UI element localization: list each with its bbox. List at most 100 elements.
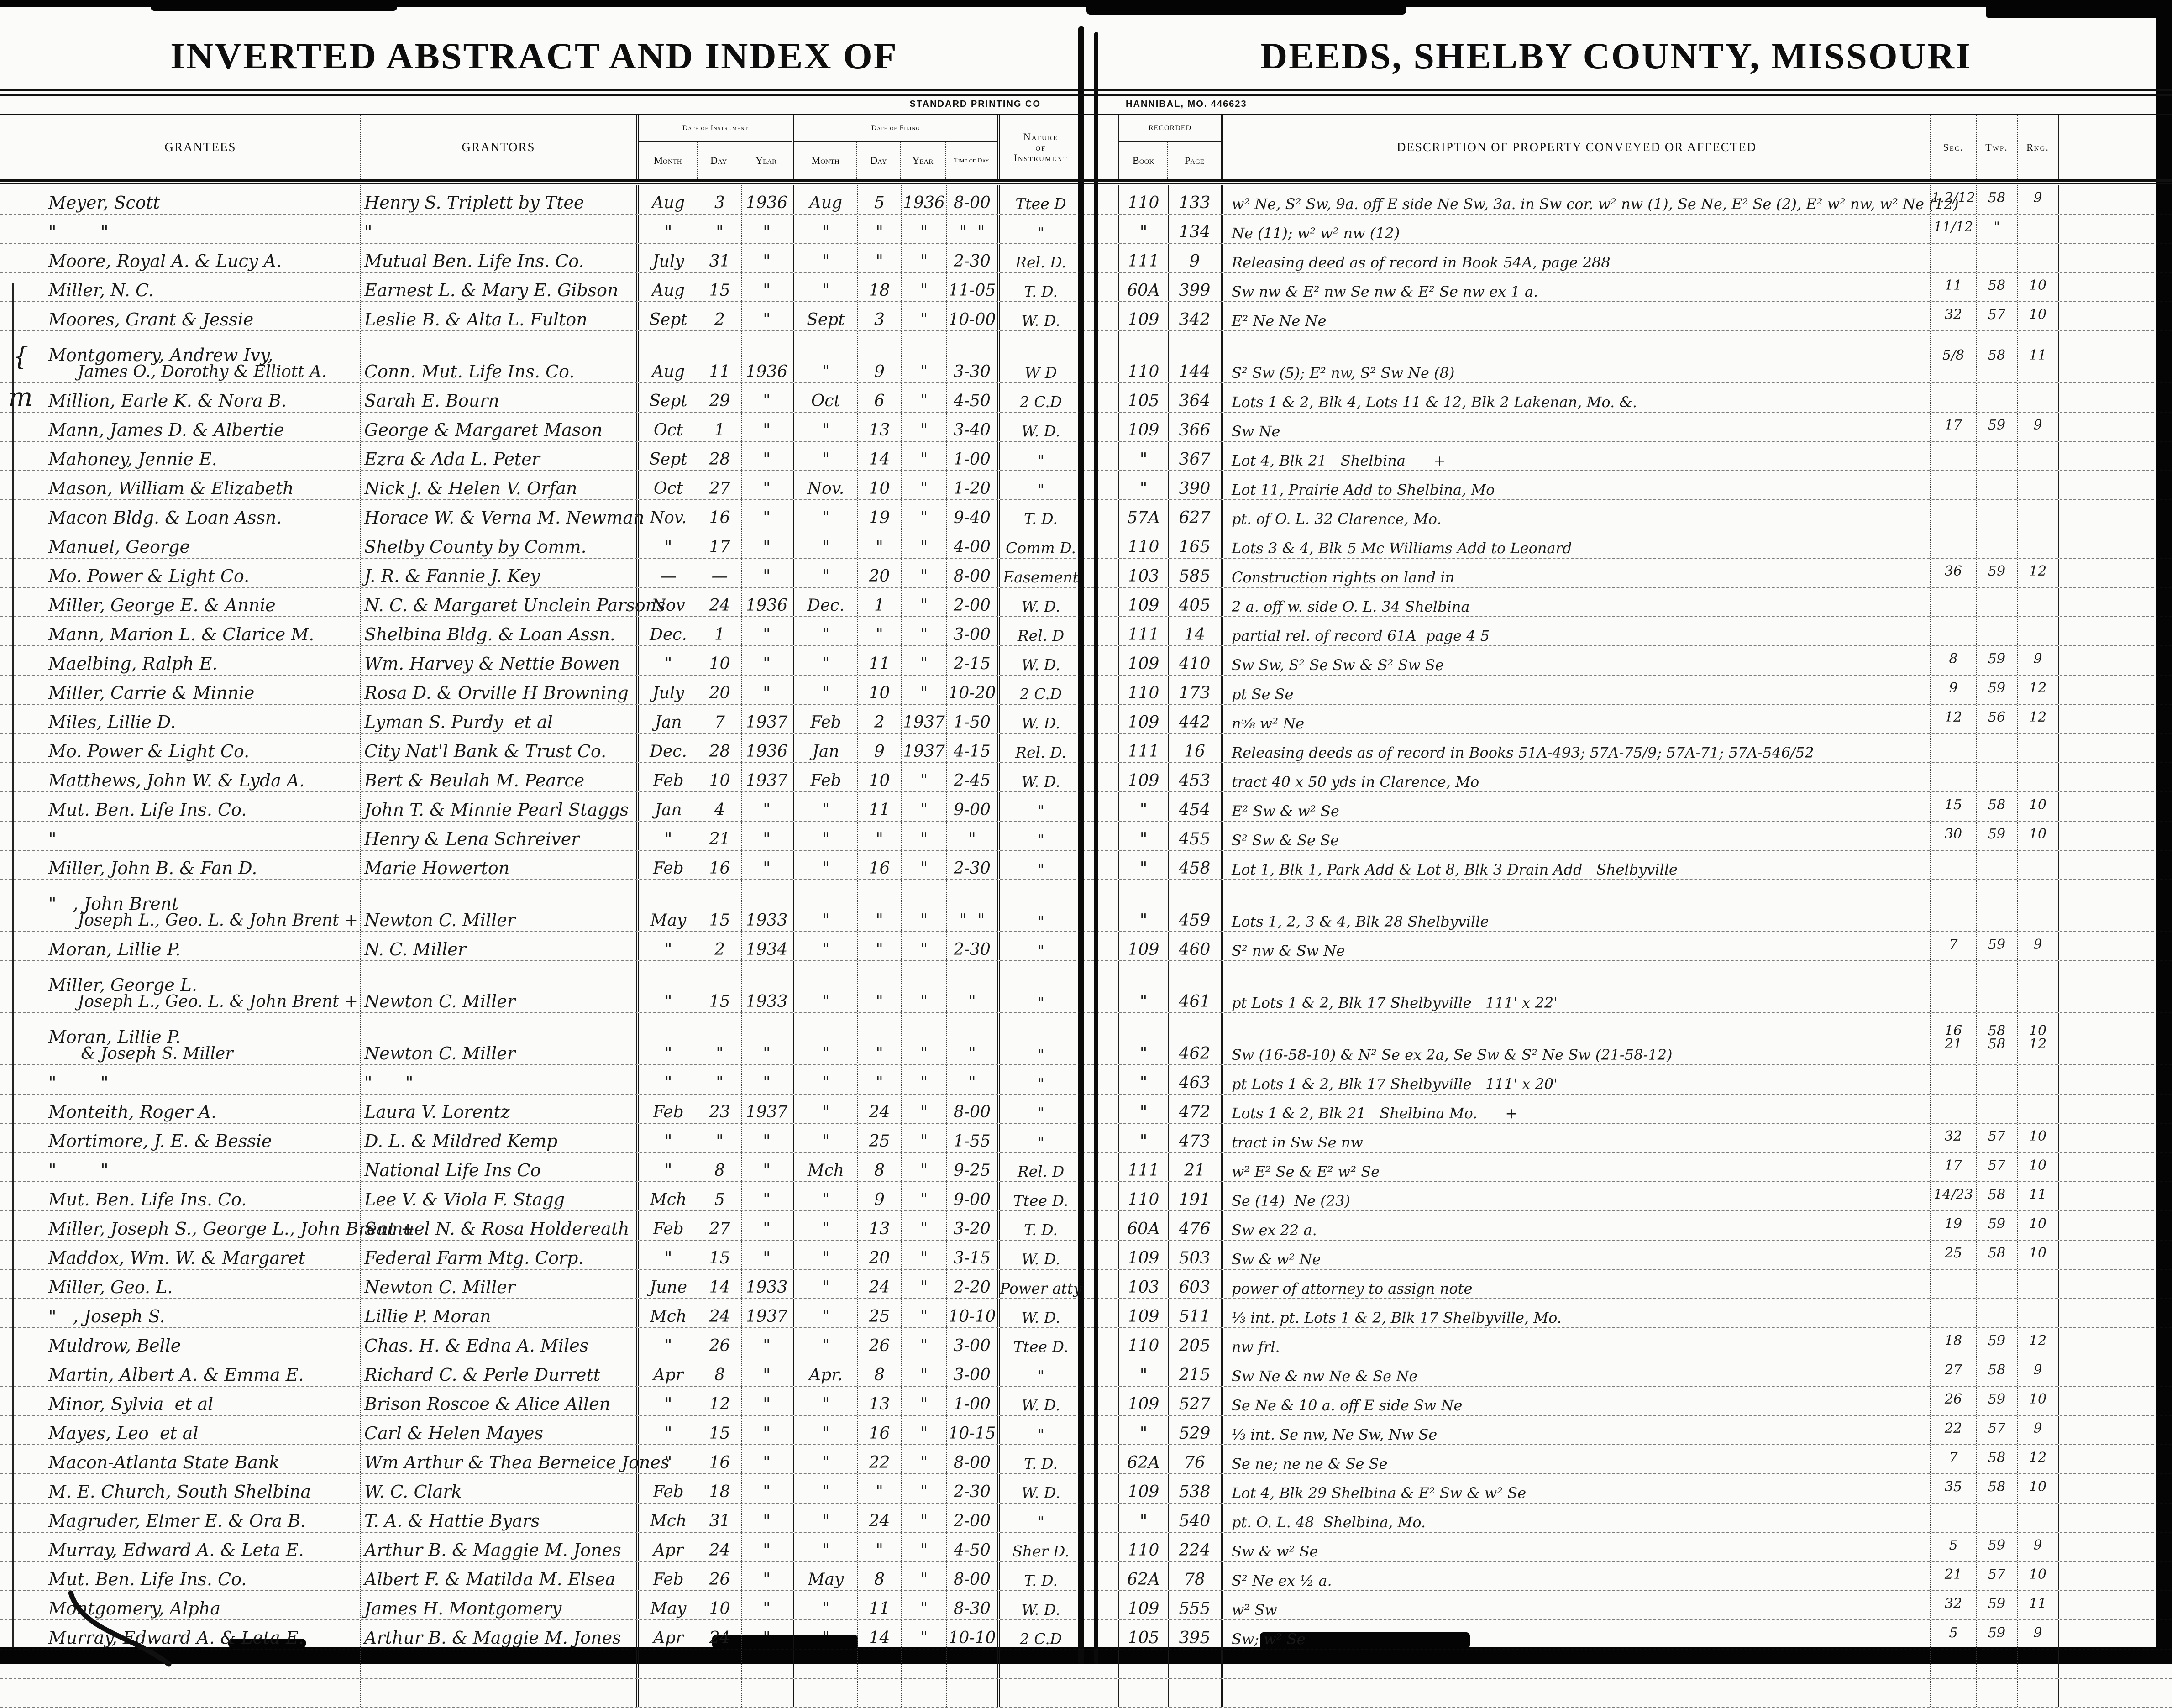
filing-day-cell [858, 1679, 902, 1707]
grantee-name: " " [48, 222, 109, 242]
instrument-year-cell: " [742, 1504, 794, 1532]
table-row [0, 1650, 2172, 1679]
margin-note [0, 1211, 41, 1240]
right-margin-spacer [2059, 880, 2172, 931]
table-row: Mut. Ben. Life Ins. Co. Albert F. & Mati… [0, 1562, 2172, 1591]
section-cell: 5/8 [1931, 331, 1977, 382]
section-cell [1931, 1299, 1977, 1327]
recorded-book-cell: 62A [1118, 1445, 1169, 1473]
filing-month-cell: " [794, 1474, 858, 1503]
instrument-year-cell: " [742, 1533, 794, 1561]
filing-year-cell: 1937 [902, 705, 947, 733]
section-cell: 25 [1931, 1241, 1977, 1269]
filing-year-cell: " [902, 646, 947, 675]
nature-of-instrument-cell: 2 C.D [1019, 685, 1062, 703]
grantee-name: Mut. Ben. Life Ins. Co. [48, 1189, 247, 1210]
col-header-twp: Twp. [1977, 115, 2018, 179]
recorded-page-cell: 215 [1169, 1357, 1223, 1386]
instrument-day-cell: 15 [698, 880, 742, 931]
filing-time-cell: 2-20 [947, 1270, 1000, 1298]
nature-of-instrument-cell: " [1037, 1104, 1044, 1122]
right-margin-spacer [2059, 185, 2172, 214]
instrument-day-cell: 11 [698, 331, 742, 382]
instrument-month-cell: " [639, 822, 698, 850]
instrument-year-cell: 1937 [742, 705, 794, 733]
grantee-cell: Meyer, Scott [41, 185, 361, 214]
filing-day-cell: 24 [858, 1095, 902, 1123]
table-row: m Million, Earle K. & Nora B. Sarah E. B… [0, 383, 2172, 413]
recorded-book-cell: " [1118, 1504, 1169, 1532]
grantee-cell: Monteith, Roger A. [41, 1095, 361, 1123]
instrument-year-cell: 1933 [742, 880, 794, 931]
filing-time-cell: " [947, 1013, 1000, 1064]
filing-day-cell: 8 [858, 1562, 902, 1590]
recorded-book-cell: 111 [1118, 1153, 1169, 1181]
grantee-cell: " , Joseph S. [41, 1299, 361, 1327]
recorded-page-cell: 390 [1169, 471, 1223, 499]
grantee-name: Miller, Carrie & Minnie [48, 683, 255, 703]
filing-time-cell: 8-00 [947, 559, 1000, 587]
instrument-year-cell: " [742, 500, 794, 529]
grantor-cell: Earnest L. & Mary E. Gibson [361, 273, 639, 301]
gutter-spacer [1082, 1095, 1118, 1123]
instrument-day-cell: 2 [698, 932, 742, 960]
grantor-cell: Newton C. Miller [361, 961, 639, 1012]
margin-note [0, 851, 41, 879]
range-cell [2018, 851, 2059, 879]
grantor-cell: Henry & Lena Schreiver [361, 822, 639, 850]
filing-month-cell: " [794, 331, 858, 382]
filing-time-cell: 2-30 [947, 1474, 1000, 1503]
instrument-month-cell: Apr [639, 1533, 698, 1561]
property-description-cell: S² nw & Sw Ne [1223, 932, 1931, 960]
recorded-page-cell: 442 [1169, 705, 1223, 733]
table-row: Minor, Sylvia et al Brison Roscoe & Alic… [0, 1387, 2172, 1416]
filing-year-cell: 1937 [902, 734, 947, 762]
instrument-month-cell: — [639, 559, 698, 587]
recorded-book-cell: 60A [1118, 273, 1169, 301]
nature-of-instrument-cell: " [1037, 1046, 1044, 1064]
grantor-cell: James H. Montgomery [361, 1591, 639, 1619]
range-cell [2018, 1679, 2059, 1707]
recorded-book-cell: 110 [1118, 185, 1169, 214]
filing-month-cell: " [794, 1328, 858, 1357]
filing-month-cell: Mch [794, 1153, 858, 1181]
instrument-year-cell [742, 1679, 794, 1707]
instrument-year-cell: " [742, 1153, 794, 1181]
township-cell [1977, 1504, 2018, 1532]
table-row: { Montgomery, Andrew Ivy, James O., Doro… [0, 331, 2172, 383]
grantee-name: Moores, Grant & Jessie [48, 309, 254, 330]
instrument-month-cell: " [639, 932, 698, 960]
recorded-page-cell: 459 [1169, 880, 1223, 931]
range-cell: 11 [2018, 1591, 2059, 1619]
instrument-year-cell: " [742, 471, 794, 499]
grantee-name: Mann, Marion L. & Clarice M. [48, 624, 315, 644]
filing-month-cell: " [794, 529, 858, 558]
nature-of-instrument-cell: " [1037, 1133, 1044, 1151]
page-header: Page [1167, 142, 1221, 179]
right-margin-spacer [2059, 1474, 2172, 1503]
instrument-day-cell: 8 [698, 1153, 742, 1181]
margin-note [0, 1562, 41, 1590]
instrument-month-cell: Sept [639, 442, 698, 470]
filing-time-cell: 4-50 [947, 1533, 1000, 1561]
section-cell: 17 [1931, 413, 1977, 441]
filing-time-cell: 9-40 [947, 500, 1000, 529]
grantor-cell: Albert F. & Matilda M. Elsea [361, 1562, 639, 1590]
filing-month-cell: " [794, 244, 858, 272]
recorded-page-cell: 529 [1169, 1416, 1223, 1444]
range-cell: 9 [2018, 1620, 2059, 1649]
gutter-spacer [1082, 961, 1118, 1012]
instrument-month-cell: Jan [639, 705, 698, 733]
instrument-month-cell: Feb [639, 1562, 698, 1590]
gutter-spacer [1082, 1124, 1118, 1152]
gutter-spacer [1082, 1357, 1118, 1386]
filing-month-cell: Apr. [794, 1357, 858, 1386]
filing-year-cell: " [902, 1504, 947, 1532]
filing-day-cell: 10 [858, 471, 902, 499]
nature-of-instrument-cell [1000, 1679, 1082, 1707]
instrument-day-cell: 24 [698, 588, 742, 616]
gutter-spacer [1082, 529, 1118, 558]
table-row: Montgomery, Alpha James H. Montgomery Ma… [0, 1591, 2172, 1620]
gutter-spacer [1082, 1013, 1118, 1064]
grantee-cell: " " [41, 1153, 361, 1181]
